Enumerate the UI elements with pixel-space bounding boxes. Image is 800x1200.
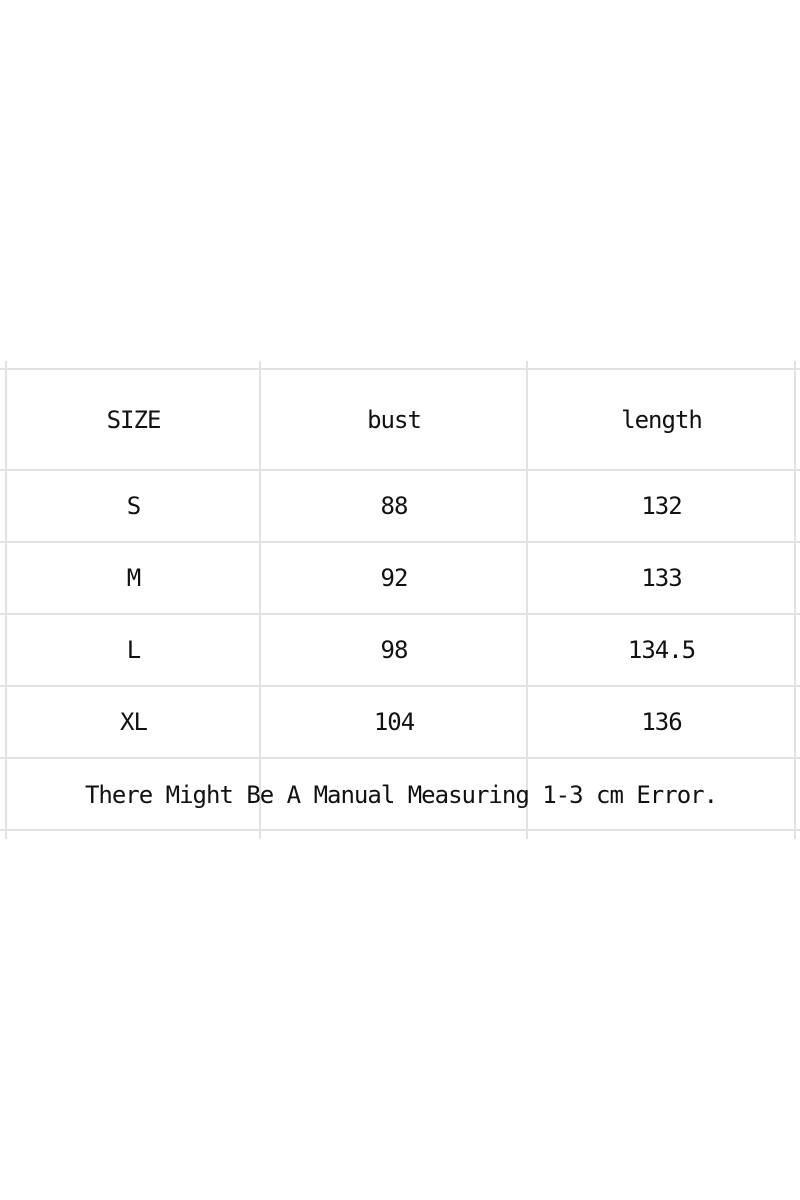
cell-size: S: [126, 492, 141, 520]
cell-size: L: [126, 636, 141, 664]
grid-line: [794, 361, 796, 839]
cell-length: 134.5: [627, 636, 696, 664]
cell-length: 136: [641, 708, 682, 736]
cell-bust: 92: [380, 564, 409, 592]
header-length: length: [621, 405, 703, 434]
grid-line: [0, 613, 800, 615]
grid-line: [0, 829, 800, 831]
grid-line: [0, 757, 800, 759]
cell-bust: 104: [373, 708, 415, 736]
grid-line: [0, 541, 800, 543]
grid-line: [526, 361, 528, 839]
cell-length: 132: [641, 492, 682, 520]
cell-size: M: [126, 564, 141, 592]
cell-bust: 88: [380, 492, 409, 520]
grid-line: [0, 469, 800, 471]
grid-line: [5, 361, 7, 839]
header-bust: bust: [367, 405, 422, 434]
grid-line: [0, 368, 800, 370]
grid-line: [0, 685, 800, 687]
header-size: SIZE: [106, 405, 162, 434]
grid-line: [259, 361, 261, 839]
cell-bust: 98: [380, 636, 409, 664]
cell-size: XL: [120, 708, 148, 736]
cell-length: 133: [641, 564, 682, 592]
measurement-note: There Might Be A Manual Measuring 1-3 cm…: [84, 780, 718, 809]
